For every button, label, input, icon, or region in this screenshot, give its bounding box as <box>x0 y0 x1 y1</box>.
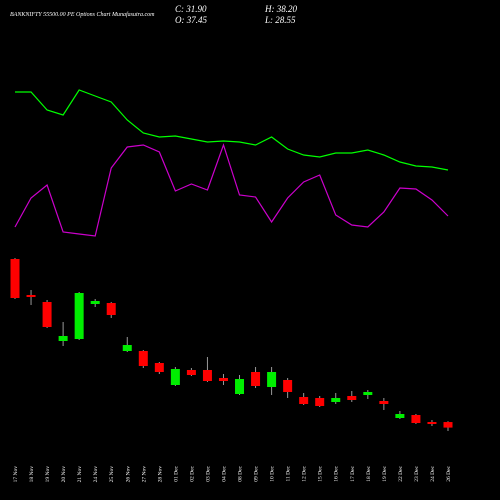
indicator-line <box>15 89 449 171</box>
candle-body <box>122 345 132 351</box>
x-tick-label: 01 Dec <box>173 465 179 481</box>
candle-body <box>26 295 36 297</box>
open-label: O: 37.45 <box>175 15 207 25</box>
x-tick-label: 21 Nov <box>77 466 83 483</box>
x-tick-label: 24 Dec <box>430 465 436 481</box>
candle-body <box>235 379 245 394</box>
candle-body <box>347 396 357 400</box>
candle-body <box>42 302 52 327</box>
candle-body <box>331 398 341 402</box>
candle-body <box>363 392 373 395</box>
candle-body <box>379 401 389 404</box>
x-tick-label: 12 Dec <box>302 465 308 481</box>
x-tick-label: 28 Nov <box>157 466 163 483</box>
candle-body <box>74 293 84 339</box>
candle-body <box>218 378 228 381</box>
candle-body <box>315 398 325 406</box>
x-tick-label: 04 Dec <box>221 465 227 481</box>
high-label: H: 38.20 <box>264 4 297 14</box>
candle-body <box>299 397 309 404</box>
candle-body <box>186 370 196 375</box>
x-tick-label: 26 Nov <box>125 466 131 483</box>
candle-body <box>106 303 116 315</box>
candle-body <box>202 370 212 381</box>
candle-body <box>58 336 68 341</box>
x-tick-label: 10 Dec <box>270 465 276 481</box>
x-tick-label: 22 Dec <box>398 465 404 481</box>
x-tick-label: 11 Dec <box>286 465 292 481</box>
x-tick-label: 27 Nov <box>141 466 147 483</box>
x-tick-label: 18 Dec <box>366 465 372 481</box>
candle-body <box>395 414 405 418</box>
x-tick-label: 09 Dec <box>254 465 260 481</box>
x-tick-label: 24 Nov <box>93 466 99 483</box>
candle-body <box>154 363 164 372</box>
candle-body <box>138 351 148 366</box>
candle-body <box>267 372 277 387</box>
x-tick-label: 19 Nov <box>45 466 51 483</box>
x-tick-label: 26 Dec <box>446 465 452 481</box>
x-tick-label: 03 Dec <box>205 465 211 481</box>
x-tick-label: 15 Dec <box>318 465 324 481</box>
candle-body <box>10 259 20 298</box>
candle-body <box>170 369 180 385</box>
candle-body <box>411 415 421 423</box>
candle-body <box>90 301 100 304</box>
x-tick-label: 23 Dec <box>414 465 420 481</box>
candle-body <box>443 422 453 428</box>
low-label: L: 28.55 <box>264 15 296 25</box>
x-tick-label: 20 Nov <box>61 466 67 483</box>
x-tick-label: 16 Dec <box>334 465 340 481</box>
candle-body <box>251 372 261 386</box>
x-tick-label: 17 Dec <box>350 465 356 481</box>
x-tick-label: 08 Dec <box>238 465 244 481</box>
candle-body <box>283 380 293 392</box>
x-tick-label: 17 Nov <box>13 466 19 483</box>
x-tick-label: 19 Dec <box>382 465 388 481</box>
candle-body <box>427 422 437 424</box>
close-label: C: 31.90 <box>175 4 207 14</box>
x-tick-label: 18 Nov <box>29 466 35 483</box>
chart-title: BANKNIFTY 55500.00 PE Options Chart Muna… <box>10 11 155 18</box>
indicator-line <box>14 143 449 237</box>
x-tick-label: 25 Nov <box>109 466 115 483</box>
x-tick-label: 02 Dec <box>189 465 195 481</box>
